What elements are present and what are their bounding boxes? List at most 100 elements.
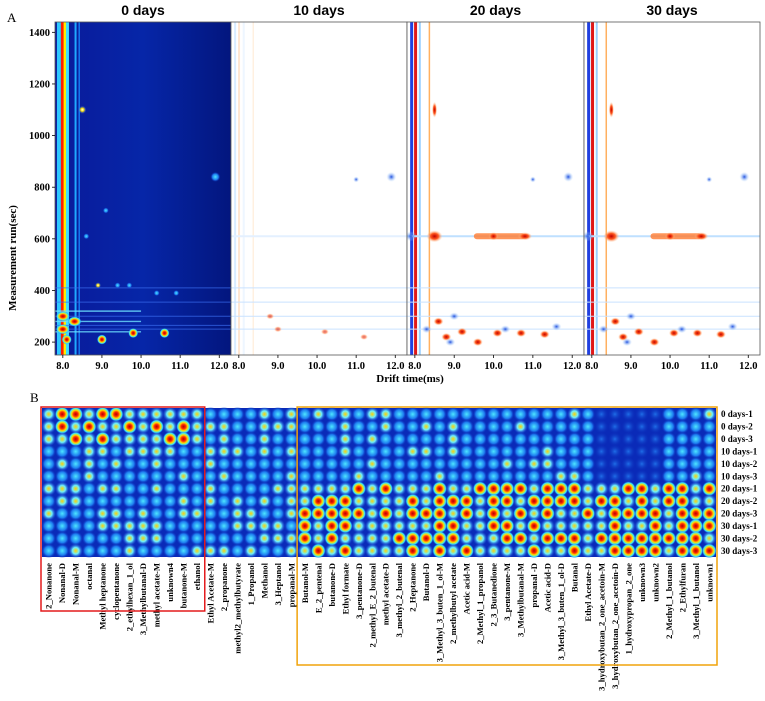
fingerprint-cell [162, 481, 178, 497]
fingerprint-cell [378, 481, 394, 497]
fingerprint-cell [567, 481, 582, 497]
fingerprint-cell [54, 493, 70, 509]
column-label: 1_Propanol [246, 562, 256, 605]
fingerprint-cell [378, 456, 394, 472]
fingerprint-cell [513, 456, 528, 472]
fingerprint-cell [432, 518, 448, 534]
subplot-2: 8.0 9.0 10.0 11.0 12.0 [406, 21, 585, 372]
fingerprint-cell [324, 431, 340, 447]
fingerprint-cell [95, 530, 111, 546]
fingerprint-cell [297, 444, 313, 459]
row-label: 0 days-1 [721, 409, 753, 419]
fingerprint-cell [189, 406, 205, 422]
fingerprint-cell [701, 406, 717, 422]
fingerprint-cell [270, 468, 286, 484]
fingerprint-cell [674, 506, 690, 521]
column-label: Acetic acid-D [543, 563, 553, 612]
fingerprint-cell [486, 530, 501, 546]
x-tick-label: 11.0 [347, 361, 365, 372]
fingerprint-cell [405, 506, 421, 521]
subplot-title-1: 10 days [293, 2, 345, 18]
fingerprint-cell [634, 543, 650, 559]
fingerprint-cell [607, 431, 623, 447]
fingerprint-cell [283, 419, 299, 435]
fingerprint-cell [634, 456, 650, 472]
y-tick-label: 1400 [29, 28, 50, 39]
fingerprint-cell [526, 444, 542, 459]
fingerprint-cell [203, 506, 218, 521]
fingerprint-cell [567, 493, 582, 509]
fingerprint-cell [54, 431, 70, 447]
fingerprint-cell [81, 456, 97, 472]
fingerprint-cell [297, 530, 313, 546]
fingerprint-cell [674, 493, 690, 509]
fingerprint-cell [459, 493, 475, 509]
fingerprint-cell [418, 419, 434, 435]
group-box [40, 406, 206, 612]
fingerprint-cell [418, 543, 434, 559]
fingerprint-cell [68, 468, 84, 484]
fingerprint-cell [108, 456, 124, 472]
subplot-0: 8.0 9.0 10.0 11.0 12.0 [54, 21, 232, 372]
fingerprint-cell [553, 518, 569, 534]
fingerprint-cell [162, 419, 178, 435]
fingerprint-cell [162, 468, 178, 484]
fingerprint-cell [54, 419, 70, 435]
fingerprint-cell [526, 419, 542, 435]
x-tick-label: 12.0 [210, 361, 228, 372]
fingerprint-cell [216, 431, 232, 447]
fingerprint-cell [661, 444, 677, 459]
fingerprint-cell [540, 530, 555, 546]
fingerprint-cell [661, 481, 677, 497]
fingerprint-cell [405, 456, 421, 472]
fingerprint-cell [351, 444, 367, 459]
fingerprint-cell [122, 444, 138, 459]
fingerprint-cell [378, 444, 394, 459]
column-label: methyl acetate-D [381, 563, 391, 625]
fingerprint-cell [445, 419, 461, 435]
fingerprint-cell [257, 530, 272, 546]
fingerprint-cell [189, 444, 205, 459]
fingerprint-cell [553, 419, 569, 435]
fingerprint-cell [418, 456, 434, 472]
fingerprint-cell [176, 530, 191, 546]
column-label: octanal [84, 562, 94, 589]
fingerprint-cell [486, 456, 501, 472]
fingerprint-cell [472, 506, 488, 521]
fingerprint-cell [230, 406, 245, 422]
fingerprint-cell [513, 518, 528, 534]
fingerprint-cell [620, 444, 636, 459]
fingerprint-cell [135, 530, 151, 546]
panel-a-ylabel: Measurement run(sec) [7, 205, 19, 311]
column-label: butanone-D [327, 563, 337, 606]
fingerprint-cell [95, 493, 111, 509]
fingerprint-cell [513, 493, 528, 509]
fingerprint-cell [108, 518, 124, 534]
fingerprint-cell [540, 444, 555, 459]
fingerprint-cell [310, 481, 326, 497]
fingerprint-cell [418, 431, 434, 447]
fingerprint-cell [647, 444, 663, 459]
fingerprint-cell [580, 444, 596, 459]
fingerprint-cell [459, 481, 475, 497]
column-label: unknown4 [165, 562, 175, 601]
fingerprint-cell [364, 543, 380, 559]
fingerprint-cell [324, 406, 340, 422]
fingerprint-cell [445, 431, 461, 447]
fingerprint-cell [674, 444, 690, 459]
fingerprint-cell [391, 419, 407, 435]
fingerprint-cell [459, 456, 475, 472]
fingerprint-cell [149, 493, 164, 509]
fingerprint-cell [176, 543, 191, 559]
fingerprint-cell [472, 406, 488, 422]
fingerprint-cell [135, 506, 151, 521]
fingerprint-cell [553, 493, 569, 509]
fingerprint-cell [540, 506, 555, 521]
column-label: 3_pentanone-D [354, 563, 364, 619]
fingerprint-cell [405, 406, 421, 422]
fingerprint-cell [337, 431, 353, 447]
x-tick-label: 9.0 [624, 361, 637, 372]
fingerprint-cell [283, 456, 299, 472]
fingerprint-cell [216, 543, 232, 559]
fingerprint-cell [297, 543, 313, 559]
